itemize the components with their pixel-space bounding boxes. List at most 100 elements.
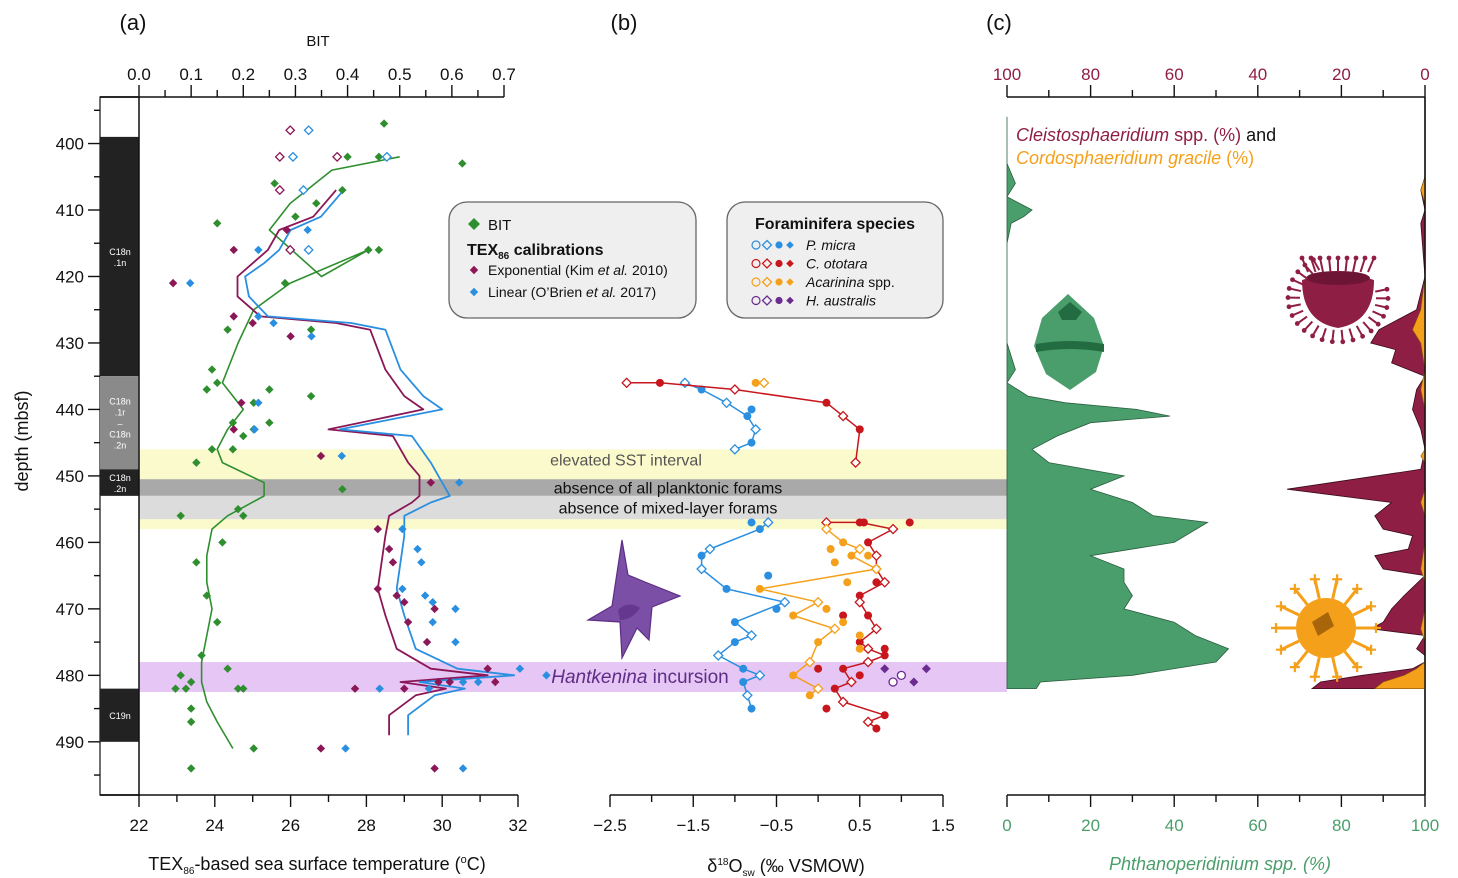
mag-zone-label: C19n xyxy=(109,711,131,721)
exponential-point xyxy=(248,318,257,328)
label-part: et al. xyxy=(586,284,616,300)
bit-point xyxy=(249,398,258,407)
cleistosphaeridium-spine-tip xyxy=(1289,313,1295,318)
label-part: Linear (O’Brien xyxy=(488,284,586,300)
label-part: H. australis xyxy=(806,293,876,309)
bit-line xyxy=(200,156,400,749)
bit-point xyxy=(176,511,185,520)
label-part: O xyxy=(728,856,742,876)
cleistosphaeridium-spine-tip xyxy=(1294,321,1300,326)
mag-zone-0 xyxy=(100,136,139,377)
bit-point xyxy=(192,458,201,467)
panel-b-0-open-diamond xyxy=(721,397,732,409)
exponential-point xyxy=(373,584,382,594)
band-label-3: Hantkenina incursion xyxy=(551,667,728,688)
exponential-point xyxy=(282,225,292,235)
phthanoperidinium-icon-apex xyxy=(1058,302,1082,320)
cleistosphaeridium-spine-tip xyxy=(1308,255,1314,261)
linear-point xyxy=(398,584,407,594)
bit-point xyxy=(186,764,196,773)
bit-point xyxy=(270,179,279,188)
panel-c-top-tick-label: 100 xyxy=(993,65,1021,84)
cordosphaeridium-process xyxy=(1293,650,1309,669)
legend-filled-diamond xyxy=(786,259,794,268)
legend-filled-circle xyxy=(775,278,783,286)
legend-calibration-label: Linear (O’Brien et al. 2017) xyxy=(488,284,656,300)
exponential-point xyxy=(430,604,439,614)
legend-open-diamond xyxy=(761,295,773,306)
cordosphaeridium-process xyxy=(1280,604,1300,617)
cleistosphaeridium-spine-tip xyxy=(1285,295,1291,300)
bit-point xyxy=(197,651,206,660)
panel-b-2-point xyxy=(789,611,798,620)
label-part: TEX xyxy=(467,242,498,259)
panel-c-bottom-tick-label: 80 xyxy=(1332,816,1351,835)
panel-a-tick-label: 26 xyxy=(281,816,300,835)
panel-b-2-open-diamond xyxy=(812,683,824,695)
panel-b-2-point xyxy=(751,378,760,387)
cleistosphaeridium-spine-tip xyxy=(1350,337,1356,343)
bit-point xyxy=(218,538,227,547)
label-part: C. ototara xyxy=(806,256,868,272)
bit-point xyxy=(364,245,373,255)
panel-b-2-open-diamond xyxy=(812,596,824,608)
linear-point xyxy=(451,604,460,614)
legend-bit-label: BIT xyxy=(488,217,511,234)
exponential-point xyxy=(229,312,238,321)
cleistosphaeridium-spine-tip xyxy=(1344,255,1350,261)
panel-b-1-point xyxy=(872,578,881,587)
bit-point xyxy=(207,445,217,454)
panel-b-0-open-diamond xyxy=(729,443,741,455)
depth-tick-label: 420 xyxy=(56,267,84,286)
linear-point xyxy=(474,677,483,687)
legend-filled-diamond xyxy=(786,296,794,305)
panel-b-3-point xyxy=(909,677,919,687)
cordosphaeridium-process xyxy=(1352,604,1372,617)
panel-a-xlabel: TEX86-based sea surface temperature (oC) xyxy=(148,854,485,877)
exponential-point xyxy=(422,637,432,647)
linear-point xyxy=(250,425,259,434)
panel-b-1-open-diamond xyxy=(879,576,891,588)
mag-zone-label: .1n xyxy=(114,258,127,268)
linear-point xyxy=(458,764,468,773)
bit-point xyxy=(239,511,248,520)
legend-foram-label: P. micra xyxy=(806,237,856,253)
panel-c-bottom-tick-label: 40 xyxy=(1165,816,1184,835)
cleistosphaeridium-spine xyxy=(1359,257,1366,273)
mag-zone-label: C18n xyxy=(109,247,131,257)
legend-c-line2: Cordosphaeridium gracile (%) xyxy=(1016,148,1254,168)
linear-point xyxy=(254,312,263,321)
cordosphaeridium-process xyxy=(1280,639,1300,652)
cleistosphaeridium-spine xyxy=(1301,257,1309,273)
panel-b-2-open-diamond xyxy=(804,656,816,668)
exponential-open-point xyxy=(274,184,285,196)
label-part: sw xyxy=(742,868,755,878)
panel-b-2-point xyxy=(847,551,856,560)
cleistosphaeridium-spine xyxy=(1310,257,1317,273)
depth-tick-label: 410 xyxy=(56,201,84,220)
exponential-point xyxy=(400,598,409,607)
legend-open-diamond xyxy=(761,239,773,251)
label-part: Exponential (Kim xyxy=(488,262,598,278)
exponential-open-point xyxy=(285,244,296,256)
bit-point xyxy=(186,677,196,687)
mag-zone-3 xyxy=(100,688,139,742)
legend-foram-title: Foraminifera species xyxy=(755,216,915,233)
panel-b-0-open-diamond xyxy=(741,689,753,701)
band-labels: elevated SST interval absence of all plan… xyxy=(550,452,782,688)
linear-point xyxy=(413,544,422,554)
panel-b-1-point xyxy=(855,671,864,680)
panel-b-1-point xyxy=(864,611,873,620)
label-part: calibrations xyxy=(509,242,603,259)
panel-b-1-open-diamond xyxy=(621,377,633,389)
bit-point xyxy=(228,418,238,427)
linear-point xyxy=(424,684,434,693)
hantkenina-icon-detail xyxy=(618,604,640,620)
bit-point xyxy=(306,391,316,401)
label-part: Cleistosphaeridium xyxy=(1016,125,1169,145)
exponential-open-point xyxy=(285,125,296,136)
panel-b-1-open-diamond xyxy=(870,550,882,562)
legend-filled-diamond xyxy=(786,278,794,286)
bit-point xyxy=(171,684,180,693)
